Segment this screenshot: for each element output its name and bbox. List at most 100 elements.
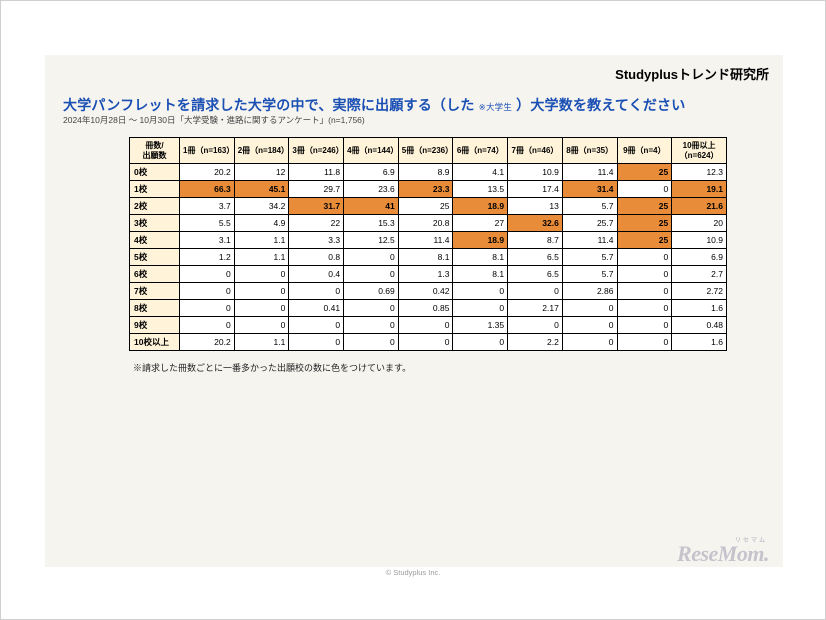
table-cell: 5.5 — [180, 215, 235, 232]
table-cell: 0.85 — [398, 300, 453, 317]
table-cell: 1.1 — [234, 232, 289, 249]
table-cell: 0 — [508, 283, 563, 300]
table-cell: 11.4 — [562, 232, 617, 249]
table-row: 8校000.4100.8502.17001.6 — [130, 300, 727, 317]
table-cell: 10.9 — [672, 232, 727, 249]
copyright: © Studyplus Inc. — [1, 568, 825, 577]
table-cell: 0 — [289, 283, 344, 300]
col-header: 7冊（n=46） — [508, 138, 563, 164]
data-table-wrap: 冊数/出願数1冊（n=163）2冊（n=184）3冊（n=246）4冊（n=14… — [129, 137, 727, 351]
table-cell: 8.9 — [398, 164, 453, 181]
survey-meta: 2024年10月28日 ～ 10月30日「大学受験・進路に関するアンケート」(n… — [63, 114, 365, 126]
table-cell: 0 — [289, 317, 344, 334]
table-cell: 12 — [234, 164, 289, 181]
table-cell: 12.3 — [672, 164, 727, 181]
table-cell: 6.5 — [508, 249, 563, 266]
table-cell: 20 — [672, 215, 727, 232]
table-corner: 冊数/出願数 — [130, 138, 180, 164]
col-header: 5冊（n=236） — [398, 138, 453, 164]
table-cell: 27 — [453, 215, 508, 232]
table-cell: 0 — [617, 334, 672, 351]
table-cell: 0.41 — [289, 300, 344, 317]
table-cell: 17.4 — [508, 181, 563, 198]
table-cell: 1.2 — [180, 249, 235, 266]
table-cell: 4.1 — [453, 164, 508, 181]
table-cell: 0 — [617, 300, 672, 317]
table-cell: 8.7 — [508, 232, 563, 249]
table-cell: 0 — [180, 283, 235, 300]
col-header: 3冊（n=246） — [289, 138, 344, 164]
table-cell: 4.9 — [234, 215, 289, 232]
table-cell: 31.7 — [289, 198, 344, 215]
table-row: 10校以上20.21.100002.2001.6 — [130, 334, 727, 351]
table-cell: 0 — [344, 266, 399, 283]
table-cell: 0 — [453, 283, 508, 300]
row-header: 10校以上 — [130, 334, 180, 351]
table-cell: 0 — [562, 317, 617, 334]
row-header: 2校 — [130, 198, 180, 215]
table-cell: 1.3 — [398, 266, 453, 283]
table-cell: 12.5 — [344, 232, 399, 249]
table-cell: 6.5 — [508, 266, 563, 283]
table-cell: 1.6 — [672, 300, 727, 317]
col-header: 10冊以上（n=624） — [672, 138, 727, 164]
table-cell: 0 — [234, 266, 289, 283]
table-cell: 3.7 — [180, 198, 235, 215]
table-row: 4校3.11.13.312.511.418.98.711.42510.9 — [130, 232, 727, 249]
table-row: 0校20.21211.86.98.94.110.911.42512.3 — [130, 164, 727, 181]
page-title: 大学パンフレットを請求した大学の中で、実際に出願する（した ※大学生 ）大学数を… — [63, 95, 685, 115]
table-row: 6校000.401.38.16.55.702.7 — [130, 266, 727, 283]
table-cell: 0.8 — [289, 249, 344, 266]
table-cell: 0 — [180, 317, 235, 334]
row-header: 1校 — [130, 181, 180, 198]
table-cell: 0 — [617, 266, 672, 283]
table-cell: 0 — [562, 300, 617, 317]
table-cell: 8.1 — [453, 266, 508, 283]
row-header: 3校 — [130, 215, 180, 232]
row-header: 7校 — [130, 283, 180, 300]
title-part-b: ）大学数を教えてください — [516, 97, 685, 113]
table-cell: 1.35 — [453, 317, 508, 334]
table-cell: 3.3 — [289, 232, 344, 249]
watermark-logo: リセマム ReseMom. — [677, 541, 769, 567]
table-cell: 29.7 — [289, 181, 344, 198]
table-cell: 0 — [617, 181, 672, 198]
table-cell: 19.1 — [672, 181, 727, 198]
table-cell: 0 — [562, 334, 617, 351]
row-header: 9校 — [130, 317, 180, 334]
col-header: 4冊（n=144） — [344, 138, 399, 164]
table-cell: 13.5 — [453, 181, 508, 198]
row-header: 5校 — [130, 249, 180, 266]
table-cell: 0 — [344, 334, 399, 351]
table-cell: 0 — [344, 317, 399, 334]
table-cell: 0 — [180, 266, 235, 283]
table-row: 2校3.734.231.7412518.9135.72521.6 — [130, 198, 727, 215]
table-cell: 2.2 — [508, 334, 563, 351]
table-cell: 25.7 — [562, 215, 617, 232]
table-cell: 0 — [234, 283, 289, 300]
table-cell: 0 — [617, 249, 672, 266]
table-cell: 32.6 — [508, 215, 563, 232]
row-header: 6校 — [130, 266, 180, 283]
table-cell: 6.9 — [344, 164, 399, 181]
col-header: 6冊（n=74） — [453, 138, 508, 164]
table-cell: 0.42 — [398, 283, 453, 300]
table-cell: 0 — [234, 317, 289, 334]
table-cell: 0 — [180, 300, 235, 317]
brand-label: Studyplusトレンド研究所 — [615, 64, 769, 83]
col-header: 1冊（n=163） — [180, 138, 235, 164]
table-cell: 2.86 — [562, 283, 617, 300]
title-part-a: 大学パンフレットを請求した大学の中で、実際に出願する（した — [63, 97, 475, 113]
table-footnote: ※請求した冊数ごとに一番多かった出願校の数に色をつけています。 — [133, 361, 411, 374]
table-cell: 41 — [344, 198, 399, 215]
table-cell: 6.9 — [672, 249, 727, 266]
col-header: 8冊（n=35） — [562, 138, 617, 164]
title-note: ※大学生 — [479, 102, 512, 112]
table-cell: 0.4 — [289, 266, 344, 283]
table-cell: 0 — [344, 249, 399, 266]
row-header: 8校 — [130, 300, 180, 317]
table-cell: 5.7 — [562, 249, 617, 266]
table-cell: 25 — [617, 215, 672, 232]
table-row: 3校5.54.92215.320.82732.625.72520 — [130, 215, 727, 232]
table-cell: 1.6 — [672, 334, 727, 351]
